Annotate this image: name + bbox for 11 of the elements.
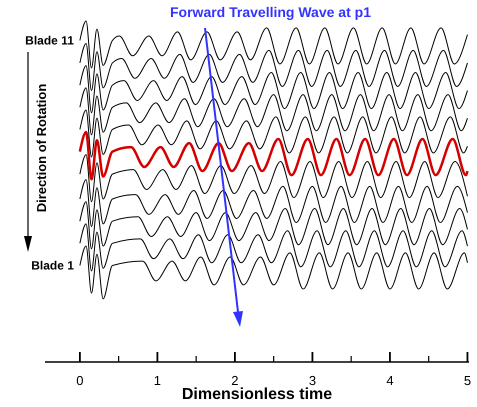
x-tick-label: 3 [308, 373, 316, 388]
x-tick-label: 1 [154, 373, 162, 388]
x-tick-label: 2 [231, 373, 239, 388]
x-tick-label: 4 [386, 373, 394, 388]
text: Forward Travelling Wave at p1 [170, 4, 372, 20]
annotation: Direction of Rotation [34, 84, 49, 212]
legend-label: Blade 1 [31, 258, 74, 272]
x-tick-label: 0 [76, 373, 84, 388]
series-label: Blade 11 [25, 33, 74, 48]
x-axis-title: Dimensionless time [182, 386, 332, 403]
x-tick-label: 5 [464, 373, 472, 388]
